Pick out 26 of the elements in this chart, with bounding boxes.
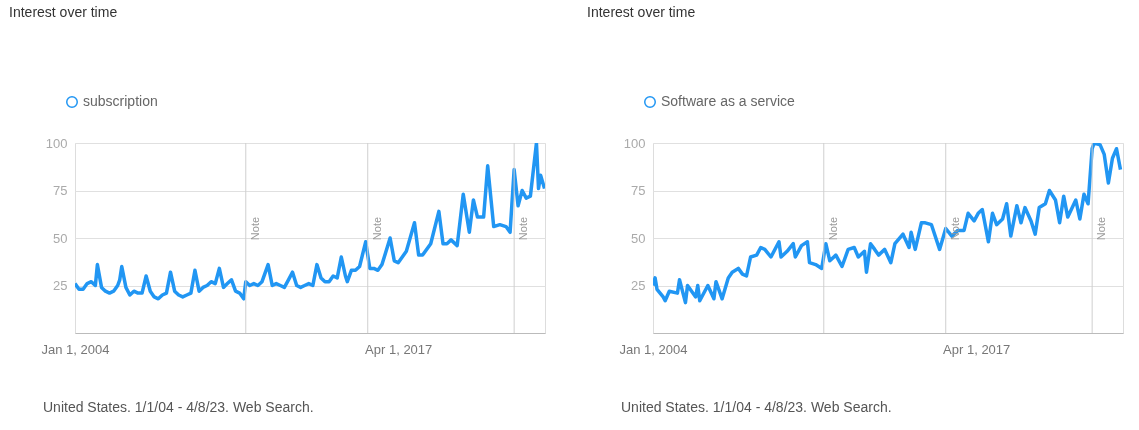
y-tick-label: 75 [631, 183, 646, 198]
text: United States. 1/1/04 - 4/8/23. Web Search. [43, 399, 314, 415]
y-tick-label: 100 [45, 135, 68, 151]
ref-line-label: Note [1095, 216, 1108, 241]
ref-line-label: Note [948, 216, 961, 241]
ref-line-label: Note [517, 216, 530, 241]
ref-line-label: Note [248, 216, 261, 241]
ref-line-label: Note [826, 216, 839, 241]
y-tick-label: 50 [53, 230, 68, 246]
text: United States. 1/1/04 - 4/8/23. Web Search. [621, 399, 892, 415]
y-tick-label: 25 [53, 278, 68, 293]
y-tick-label: 75 [53, 183, 68, 198]
chart-title: Interest over time [587, 4, 696, 20]
x-tick-label: Jan 1, 2004 [619, 341, 688, 357]
y-tick-label: 50 [631, 230, 646, 246]
y-tick-label: 25 [631, 278, 646, 293]
x-tick-label: Jan 1, 2004 [41, 341, 110, 357]
legend-label: subscription [83, 93, 158, 109]
x-tick-label: Apr 1, 2017 [365, 341, 433, 357]
chart-title: Interest over time [9, 4, 118, 20]
line-series [653, 143, 1123, 305]
y-tick-label: 100 [623, 135, 646, 151]
ref-line-label: Note [370, 216, 383, 241]
x-tick-label: Apr 1, 2017 [943, 341, 1011, 357]
line-series [75, 143, 545, 301]
legend-label: Software as a service [661, 93, 796, 109]
